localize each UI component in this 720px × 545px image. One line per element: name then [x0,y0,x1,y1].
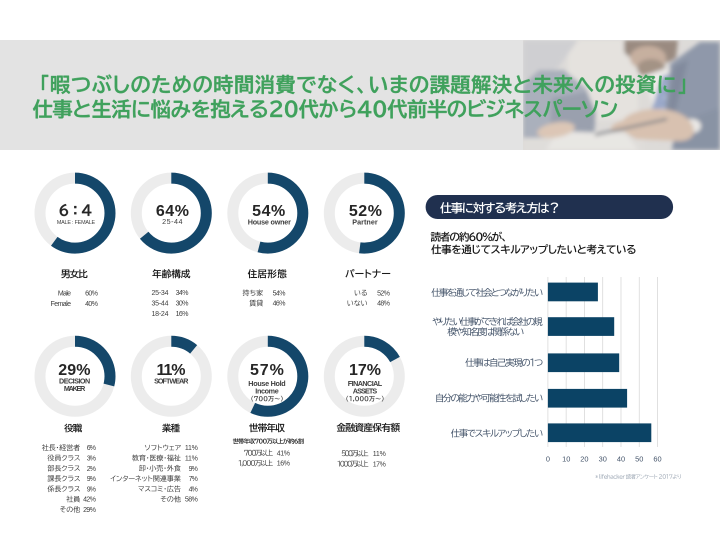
svg-text:0: 0 [546,455,550,464]
svg-text:52%: 52% [377,290,390,297]
svg-text:4%: 4% [189,486,198,493]
svg-text:29%: 29% [58,362,90,379]
svg-text:17%: 17% [349,362,381,379]
svg-text:25-44: 25-44 [162,217,182,226]
svg-text:6%: 6% [87,445,96,452]
svg-text:11%: 11% [185,445,198,452]
svg-text:20: 20 [580,455,588,464]
svg-text:DECISION: DECISION [59,377,90,386]
svg-text:46%: 46% [273,301,286,308]
svg-text:House Hold: House Hold [248,379,285,388]
svg-text:35-44: 35-44 [152,301,169,308]
svg-text:54%: 54% [252,203,285,220]
svg-text:MALE : FEMALE: MALE : FEMALE [57,220,96,226]
svg-text:34%: 34% [176,290,189,297]
svg-text:ASSETS: ASSETS [353,386,378,395]
svg-text:40%: 40% [85,301,98,308]
svg-text:57%: 57% [250,362,284,379]
svg-text:Income: Income [255,386,278,395]
svg-text:11%: 11% [157,362,186,379]
svg-text:16%: 16% [277,461,290,468]
svg-text:48%: 48% [377,301,390,308]
svg-text:52%: 52% [349,203,382,220]
svg-text:FINANCIAL: FINANCIAL [348,379,383,388]
svg-text:9%: 9% [87,486,96,493]
svg-text:House owner: House owner [248,217,291,226]
svg-text:64%: 64% [156,203,189,220]
svg-text:2%: 2% [87,466,96,473]
svg-text:60: 60 [653,455,661,464]
svg-text:MAKER: MAKER [64,384,86,393]
svg-text:60%: 60% [85,291,98,298]
svg-text:Female: Female [51,301,72,308]
svg-text:SOFTWEAR: SOFTWEAR [154,377,189,386]
svg-text:54%: 54% [273,290,286,297]
svg-text:25-34: 25-34 [152,290,169,297]
svg-text:50: 50 [635,455,643,464]
svg-text:9%: 9% [87,476,96,483]
svg-text:11%: 11% [185,456,198,463]
svg-text:29%: 29% [83,507,96,514]
svg-text:Partner: Partner [352,217,378,226]
svg-text:3%: 3% [87,456,96,463]
svg-text:42%: 42% [83,497,96,504]
svg-text:7%: 7% [189,476,198,483]
svg-text:17%: 17% [373,461,386,468]
svg-text:9%: 9% [189,466,198,473]
svg-text:58%: 58% [185,497,198,504]
svg-text:30%: 30% [176,301,189,308]
svg-text:30: 30 [599,455,607,464]
svg-text:41%: 41% [277,450,290,457]
svg-text:Male: Male [58,291,71,298]
svg-text:40: 40 [617,455,625,464]
svg-text:16%: 16% [176,311,189,318]
svg-text:10: 10 [562,455,570,464]
svg-text:18-24: 18-24 [152,311,169,318]
svg-text:11%: 11% [373,451,386,458]
